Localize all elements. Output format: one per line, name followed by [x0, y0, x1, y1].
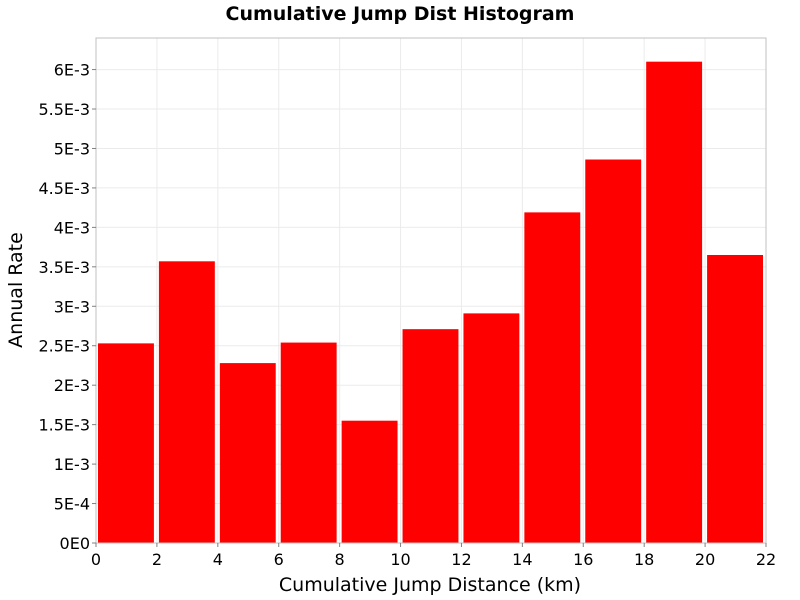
- y-tick-label: 4E-3: [54, 218, 90, 237]
- x-tick-label: 20: [695, 550, 715, 569]
- y-tick-label: 3E-3: [54, 297, 90, 316]
- x-tick-label: 4: [213, 550, 223, 569]
- bar-10-12: [402, 329, 459, 543]
- y-tick-label: 2.5E-3: [38, 337, 90, 356]
- x-tick-label: 8: [335, 550, 345, 569]
- bar-14-16: [524, 212, 581, 543]
- y-tick-label: 1.5E-3: [38, 416, 90, 435]
- x-tick-label: 10: [390, 550, 410, 569]
- bar-20-22: [707, 254, 763, 543]
- y-tick-label: 5E-3: [54, 139, 90, 158]
- y-tick-label: 4.5E-3: [38, 179, 90, 198]
- x-tick-label: 18: [634, 550, 654, 569]
- x-tick-label: 6: [274, 550, 284, 569]
- bar-6-8: [280, 342, 337, 543]
- y-tick-label: 2E-3: [54, 376, 90, 395]
- chart-title: Cumulative Jump Dist Histogram: [226, 3, 575, 25]
- bar-8-10: [341, 420, 398, 543]
- x-axis-label: Cumulative Jump Distance (km): [279, 574, 581, 596]
- x-tick-label: 14: [512, 550, 532, 569]
- y-axis-label: Annual Rate: [5, 232, 27, 348]
- y-axis-ticks: 0E0 5E-4 1E-3 1.5E-3 2E-3 2.5E-3 3E-3 3.5E-3 4E-…: [38, 61, 96, 553]
- y-tick-label: 6E-3: [54, 61, 90, 80]
- y-tick-label: 5.5E-3: [38, 100, 90, 119]
- plot-frame: [95, 37, 767, 544]
- x-tick-label: 12: [451, 550, 471, 569]
- bar-0-2: [98, 343, 154, 543]
- y-tick-label: 1E-3: [54, 455, 90, 474]
- bar-4-6: [219, 363, 276, 543]
- bar-16-18: [585, 159, 642, 543]
- x-axis-ticks: 0 2 4 6 8 10 12 14 16 18 20 22: [91, 543, 776, 569]
- y-tick-label: 0E0: [60, 534, 90, 553]
- y-tick-label: 5E-4: [54, 495, 90, 514]
- y-tick-label: 3.5E-3: [38, 258, 90, 277]
- bars: [98, 61, 763, 543]
- x-tick-label: 0: [91, 550, 101, 569]
- x-tick-label: 2: [152, 550, 162, 569]
- x-tick-label: 16: [573, 550, 593, 569]
- bar-12-14: [463, 313, 520, 543]
- bar-18-20: [646, 61, 703, 543]
- x-tick-label: 22: [756, 550, 776, 569]
- bar-2-4: [158, 261, 215, 543]
